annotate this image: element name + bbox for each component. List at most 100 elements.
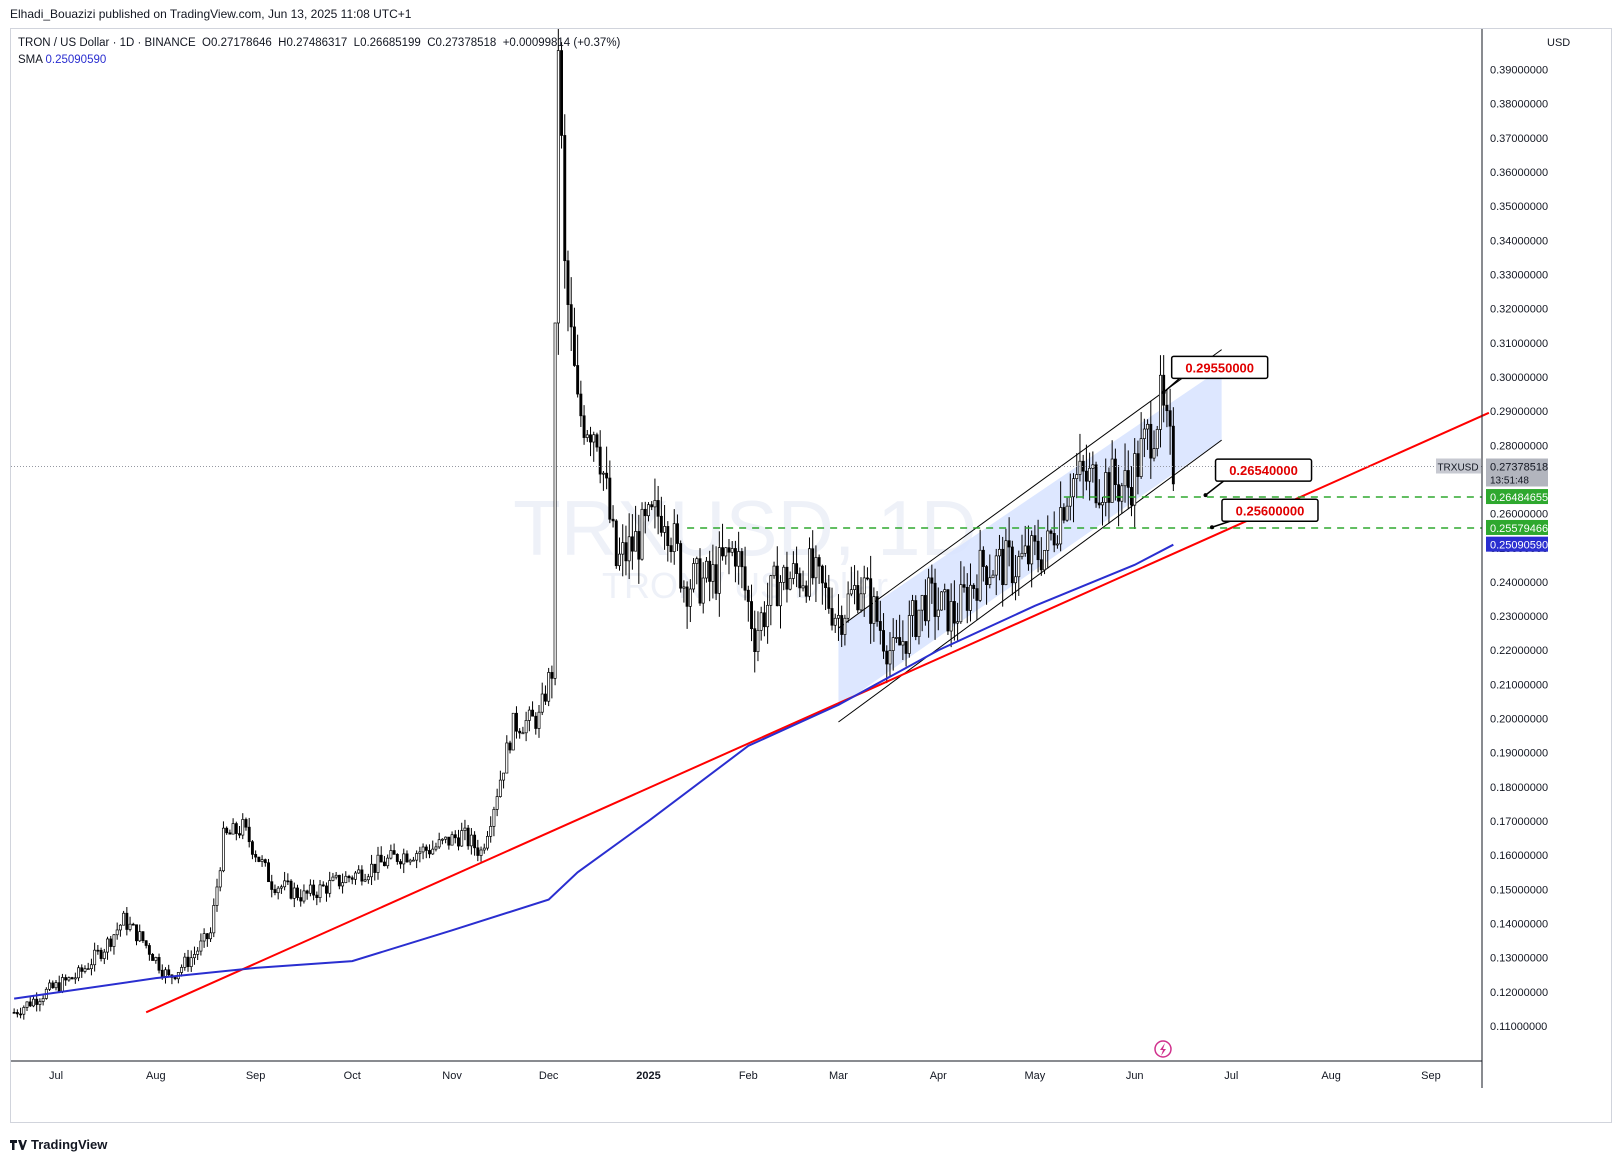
candle-body [399, 861, 402, 865]
candle-body [447, 836, 451, 846]
candle-body [721, 547, 724, 557]
candle-body [737, 551, 741, 567]
x-tick-label: Jun [1126, 1070, 1144, 1082]
candle-body [1007, 540, 1011, 548]
candle-body [782, 566, 786, 583]
candle-body [115, 929, 119, 936]
chart-legend: TRON / US Dollar · 1D · BINANCE O0.27178… [18, 35, 620, 69]
candle-body [1165, 404, 1169, 412]
candle-body [975, 588, 979, 601]
candle-body [1001, 548, 1005, 586]
x-tick-label: Dec [539, 1070, 559, 1082]
candle-body [469, 834, 473, 847]
candle-body [160, 969, 164, 977]
candle-body [679, 543, 683, 589]
candle-body [837, 615, 840, 619]
candle-body [605, 472, 609, 479]
candle-body [927, 577, 931, 622]
candle-body [296, 887, 299, 898]
candle-body [325, 885, 328, 894]
x-tick-label: Feb [739, 1070, 758, 1082]
candle-body [766, 604, 770, 628]
candle-body [486, 835, 489, 849]
candle-body [901, 641, 905, 646]
candle-body [1162, 374, 1166, 406]
candle-body [856, 585, 860, 611]
candle-body [1136, 453, 1140, 477]
candle-body [650, 504, 654, 508]
candle-body [73, 977, 77, 980]
candle-body [99, 949, 103, 959]
candle-body [1094, 464, 1098, 504]
candle-body [202, 933, 206, 942]
candle-body [64, 977, 68, 981]
candle-body [775, 565, 779, 607]
candle-body [614, 520, 618, 567]
x-tick-label: 2025 [636, 1070, 660, 1082]
callout-box-2 [1214, 458, 1313, 482]
candle-body [1152, 448, 1156, 459]
sma-row[interactable]: SMA 0.25090590 [18, 52, 620, 69]
channel-upper-line [838, 349, 1222, 629]
y-tick-label: 0.19000000 [1490, 748, 1548, 760]
symbol-title[interactable]: TRON / US Dollar · 1D · BINANCE [18, 37, 196, 49]
x-tick-label: Sep [246, 1070, 266, 1082]
candle-body [1120, 485, 1124, 502]
candle-body [405, 853, 409, 863]
y-tick-label: 0.17000000 [1490, 816, 1548, 828]
candle-body [1017, 556, 1021, 578]
callout-box-3 [1221, 498, 1319, 523]
candle-body [634, 531, 638, 552]
candle-body [972, 584, 976, 589]
candle-body [389, 850, 393, 859]
candle-body [77, 967, 80, 979]
candle-body [122, 912, 126, 926]
price-tag-value-3: 0.25090590 [1490, 540, 1548, 552]
candle-body [360, 869, 364, 882]
candle-body [505, 742, 509, 774]
candle-body [1091, 464, 1095, 469]
candle-body [457, 837, 460, 847]
candle-body [659, 515, 663, 533]
candle-body [273, 889, 277, 894]
candle-body [164, 969, 167, 977]
candle-body [402, 853, 406, 865]
candle-body [540, 693, 544, 713]
candle-body [798, 573, 802, 589]
candle-body [1149, 423, 1153, 459]
brand-name: TradingView [31, 1137, 108, 1152]
candle-body [943, 589, 947, 593]
candle-body [1068, 496, 1072, 507]
candle-body [479, 849, 483, 856]
candle-body [1117, 484, 1121, 502]
candle-body [1049, 530, 1053, 534]
candle-body [878, 621, 882, 631]
candle-body [1155, 429, 1159, 450]
candle-body [193, 954, 196, 959]
candle-body [956, 621, 960, 624]
candle-body [1130, 487, 1133, 506]
candle-body [86, 968, 90, 971]
candle-body [991, 574, 995, 579]
candle-body [476, 847, 480, 856]
candle-body [463, 827, 467, 831]
currency-selector[interactable]: USD [1547, 37, 1571, 49]
y-tick-label: 0.33000000 [1490, 269, 1548, 281]
candle-body [682, 586, 686, 589]
candle-body [35, 998, 39, 1005]
candle-body [727, 547, 731, 553]
tradingview-brand[interactable]: TradingView [10, 1137, 107, 1152]
candle-body [563, 135, 567, 262]
price-tag-value-2: 0.25579466 [1490, 523, 1548, 535]
candle-body [453, 834, 457, 839]
candle-body [318, 884, 322, 898]
candle-body [904, 641, 908, 654]
candle-body [843, 617, 847, 635]
candle-body [60, 977, 64, 992]
candle-body [128, 923, 132, 930]
candle-body [656, 500, 660, 517]
candle-body [1004, 540, 1008, 586]
callout-pointer-1 [1163, 377, 1181, 393]
candle-body [1097, 502, 1101, 506]
